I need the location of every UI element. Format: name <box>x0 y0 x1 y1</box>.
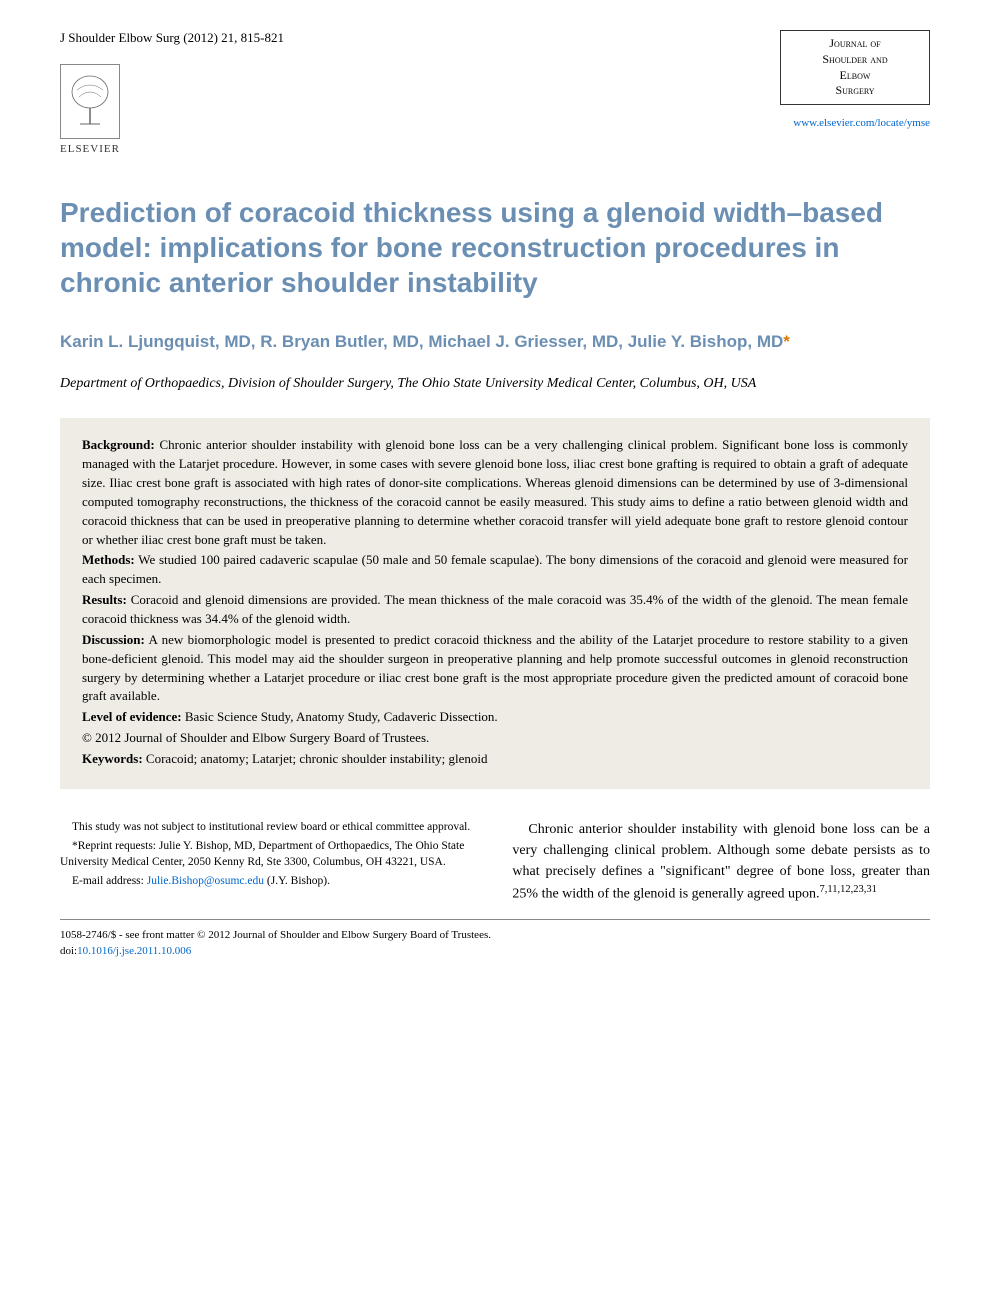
background-label: Background: <box>82 437 155 452</box>
methods-label: Methods: <box>82 552 135 567</box>
header-right: Journal of Shoulder and Elbow Surgery ww… <box>780 30 930 131</box>
corresponding-marker: * <box>783 332 790 351</box>
body-column: Chronic anterior shoulder instability wi… <box>512 819 930 905</box>
intro-paragraph: Chronic anterior shoulder instability wi… <box>512 819 930 905</box>
abstract-results: Results: Coracoid and glenoid dimensions… <box>82 591 908 629</box>
issn-copyright: 1058-2746/$ - see front matter © 2012 Jo… <box>60 928 930 943</box>
abstract-methods: Methods: We studied 100 paired cadaveric… <box>82 551 908 589</box>
authors-text: Karin L. Ljungquist, MD, R. Bryan Butler… <box>60 332 783 351</box>
methods-text: We studied 100 paired cadaveric scapulae… <box>82 552 908 586</box>
authors-list: Karin L. Ljungquist, MD, R. Bryan Butler… <box>60 330 930 354</box>
publisher-logo: ELSEVIER <box>60 64 120 155</box>
irb-statement: This study was not subject to institutio… <box>60 819 478 835</box>
citation-refs: 7,11,12,23,31 <box>820 884 877 895</box>
results-label: Results: <box>82 592 127 607</box>
affiliation: Department of Orthopaedics, Division of … <box>60 374 930 394</box>
keywords-text: Coracoid; anatomy; Latarjet; chronic sho… <box>146 751 488 766</box>
journal-name-line: Shoulder and <box>822 52 887 68</box>
abstract-copyright: © 2012 Journal of Shoulder and Elbow Sur… <box>82 729 908 748</box>
journal-name-line: Surgery <box>835 83 874 99</box>
email-label: E-mail address: <box>72 875 144 887</box>
journal-name-line: Journal of <box>829 36 880 52</box>
keywords-label: Keywords: <box>82 751 143 766</box>
loe-label: Level of evidence: <box>82 709 182 724</box>
citation: J Shoulder Elbow Surg (2012) 21, 815-821 <box>60 30 284 46</box>
background-text: Chronic anterior shoulder instability wi… <box>82 437 908 546</box>
abstract-discussion: Discussion: A new biomorphologic model i… <box>82 631 908 706</box>
journal-title-box: Journal of Shoulder and Elbow Surgery <box>780 30 930 105</box>
elsevier-tree-icon <box>60 64 120 139</box>
abstract-background: Background: Chronic anterior shoulder in… <box>82 436 908 549</box>
reprint-request: *Reprint requests: Julie Y. Bishop, MD, … <box>60 838 478 870</box>
email-line: E-mail address: Julie.Bishop@osumc.edu (… <box>60 873 478 889</box>
doi-line: doi:10.1016/j.jse.2011.10.006 <box>60 944 930 959</box>
page-footer: 1058-2746/$ - see front matter © 2012 Jo… <box>60 919 930 959</box>
footnotes-column: This study was not subject to institutio… <box>60 819 478 892</box>
doi-link[interactable]: 10.1016/j.jse.2011.10.006 <box>77 945 191 957</box>
doi-prefix: doi: <box>60 945 77 957</box>
journal-url-link[interactable]: www.elsevier.com/locate/ymse <box>793 117 930 129</box>
email-person: (J.Y. Bishop). <box>267 875 330 887</box>
abstract-keywords: Keywords: Coracoid; anatomy; Latarjet; c… <box>82 750 908 769</box>
journal-name-line: Elbow <box>840 68 871 84</box>
article-title: Prediction of coracoid thickness using a… <box>60 195 930 300</box>
results-text: Coracoid and glenoid dimensions are prov… <box>82 592 908 626</box>
abstract-box: Background: Chronic anterior shoulder in… <box>60 418 930 788</box>
email-link[interactable]: Julie.Bishop@osumc.edu <box>147 875 264 887</box>
discussion-label: Discussion: <box>82 632 145 647</box>
loe-text: Basic Science Study, Anatomy Study, Cada… <box>185 709 498 724</box>
header-left: J Shoulder Elbow Surg (2012) 21, 815-821… <box>60 30 284 155</box>
discussion-text: A new biomorphologic model is presented … <box>82 632 908 704</box>
abstract-loe: Level of evidence: Basic Science Study, … <box>82 708 908 727</box>
publisher-name: ELSEVIER <box>60 143 120 155</box>
reprint-label: *Reprint requests: <box>72 840 156 852</box>
page-header: J Shoulder Elbow Surg (2012) 21, 815-821… <box>60 30 930 155</box>
